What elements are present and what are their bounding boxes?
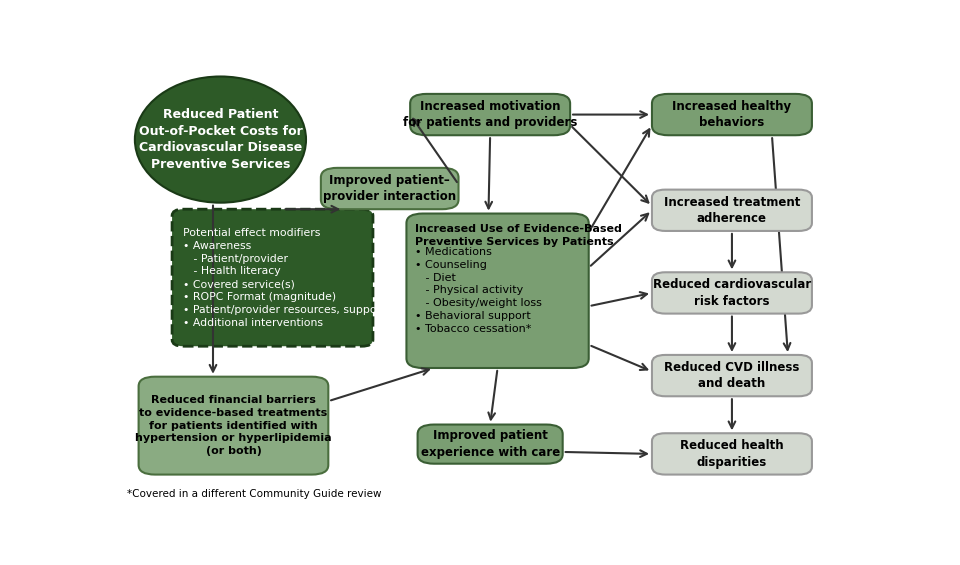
FancyBboxPatch shape xyxy=(406,214,588,368)
Text: *Covered in a different Community Guide review: *Covered in a different Community Guide … xyxy=(128,489,382,499)
Ellipse shape xyxy=(134,76,306,203)
Text: Potential effect modifiers
• Awareness
   - Patient/provider
   - Health literac: Potential effect modifiers • Awareness -… xyxy=(183,228,386,328)
Text: Increased treatment
adherence: Increased treatment adherence xyxy=(663,195,800,225)
Text: Reduced Patient
Out-of-Pocket Costs for
Cardiovascular Disease
Preventive Servic: Reduced Patient Out-of-Pocket Costs for … xyxy=(138,108,302,171)
FancyBboxPatch shape xyxy=(652,272,812,314)
Text: Reduced financial barriers
to evidence-based treatments
for patients identified : Reduced financial barriers to evidence-b… xyxy=(135,395,332,456)
Text: Improved patient
experience with care: Improved patient experience with care xyxy=(420,429,560,459)
FancyBboxPatch shape xyxy=(138,377,328,475)
Text: • Medications
• Counseling
   - Diet
   - Physical activity
   - Obesity/weight : • Medications • Counseling - Diet - Phys… xyxy=(416,247,542,334)
Text: Improved patient–
provider interaction: Improved patient– provider interaction xyxy=(324,174,456,203)
FancyBboxPatch shape xyxy=(410,94,570,135)
Text: Reduced health
disparities: Reduced health disparities xyxy=(680,439,783,468)
FancyBboxPatch shape xyxy=(652,94,812,135)
FancyBboxPatch shape xyxy=(321,168,459,209)
FancyBboxPatch shape xyxy=(652,190,812,231)
Text: Increased motivation
for patients and providers: Increased motivation for patients and pr… xyxy=(403,100,577,129)
FancyBboxPatch shape xyxy=(172,209,372,346)
FancyBboxPatch shape xyxy=(418,424,563,464)
Text: Increased Use of Evidence-Based
Preventive Services by Patients: Increased Use of Evidence-Based Preventi… xyxy=(416,224,622,247)
Text: Increased healthy
behaviors: Increased healthy behaviors xyxy=(672,100,791,129)
FancyBboxPatch shape xyxy=(652,355,812,396)
FancyBboxPatch shape xyxy=(652,433,812,475)
Text: Reduced CVD illness
and death: Reduced CVD illness and death xyxy=(664,361,800,390)
Text: Reduced cardiovascular
risk factors: Reduced cardiovascular risk factors xyxy=(653,278,811,308)
